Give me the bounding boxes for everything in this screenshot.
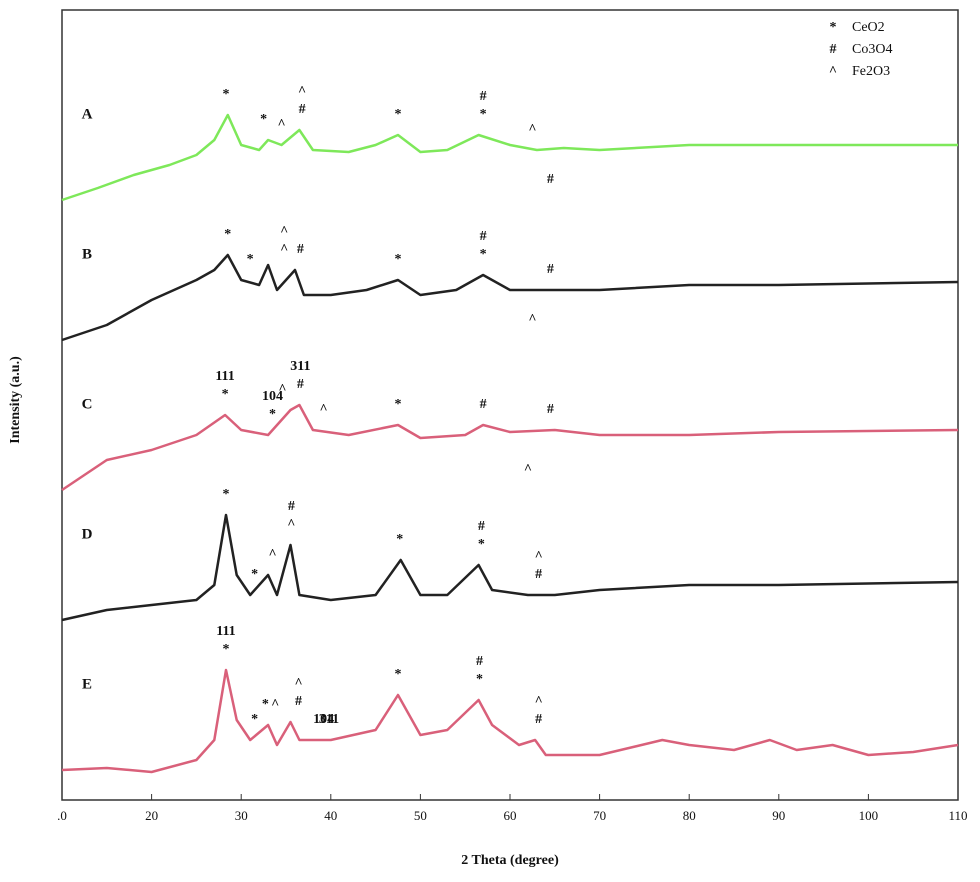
peak-marker: * bbox=[222, 642, 229, 657]
peak-marker: 104 bbox=[313, 712, 334, 727]
peak-marker: # bbox=[547, 262, 554, 277]
peak-marker: # bbox=[480, 397, 487, 412]
peak-marker: ^ bbox=[280, 242, 288, 257]
legend-label: Fe2O3 bbox=[852, 64, 890, 79]
peak-marker: * bbox=[476, 672, 483, 687]
peak-marker: 111 bbox=[215, 369, 234, 384]
peak-marker: # bbox=[547, 402, 554, 417]
xrd-curve bbox=[61, 403, 959, 492]
peak-marker: * bbox=[262, 697, 269, 712]
x-tick-label: 70 bbox=[593, 808, 606, 823]
peak-marker: 111 bbox=[216, 624, 235, 639]
peak-marker: ^ bbox=[271, 697, 279, 712]
legend-symbol: ^ bbox=[829, 64, 837, 79]
peak-marker: * bbox=[269, 407, 276, 422]
legend-symbol: * bbox=[830, 20, 837, 35]
peak-marker: ^ bbox=[298, 84, 306, 99]
peak-marker: * bbox=[224, 227, 231, 242]
xrd-curve bbox=[61, 513, 959, 622]
plot-frame bbox=[61, 9, 959, 801]
peak-marker: * bbox=[396, 532, 403, 547]
series-label: D bbox=[82, 526, 93, 542]
peak-marker: 311 bbox=[319, 712, 339, 727]
x-tick-label: 20 bbox=[145, 808, 158, 823]
series-label: E bbox=[82, 676, 92, 692]
peak-marker: ^ bbox=[535, 694, 543, 709]
peak-marker: * bbox=[395, 667, 402, 682]
peak-marker: ^ bbox=[524, 462, 532, 477]
peak-marker: ^ bbox=[294, 676, 302, 691]
peak-marker: ^ bbox=[287, 517, 295, 532]
x-tick-label: 50 bbox=[414, 808, 427, 823]
peak-marker: * bbox=[222, 87, 229, 102]
x-tick-label: 90 bbox=[772, 808, 785, 823]
peak-marker: # bbox=[547, 172, 554, 187]
peak-marker: ^ bbox=[528, 312, 536, 327]
peak-marker: * bbox=[260, 112, 267, 127]
series-label: A bbox=[82, 106, 93, 122]
x-axis-label: 2 Theta (degree) bbox=[461, 853, 559, 868]
peak-marker: 311 bbox=[290, 359, 310, 374]
peak-marker: * bbox=[251, 712, 258, 727]
legend-label: Co3O4 bbox=[852, 42, 892, 57]
peak-marker: # bbox=[480, 229, 487, 244]
series-label: B bbox=[82, 246, 92, 262]
peak-marker: * bbox=[395, 397, 402, 412]
peak-marker: # bbox=[476, 654, 483, 669]
peak-marker: # bbox=[295, 694, 302, 709]
peak-marker: ^ bbox=[268, 547, 276, 562]
peak-marker: # bbox=[297, 377, 304, 392]
peak-marker: * bbox=[395, 107, 402, 122]
peak-marker: # bbox=[480, 89, 487, 104]
x-tick-label: 80 bbox=[683, 808, 696, 823]
peak-marker: # bbox=[297, 242, 304, 257]
peak-marker: # bbox=[535, 712, 542, 727]
peak-marker: * bbox=[247, 252, 254, 267]
xrd-curve bbox=[61, 113, 958, 202]
peak-marker: * bbox=[480, 107, 487, 122]
x-tick-label: .0 bbox=[57, 808, 67, 823]
x-tick-label: 110 bbox=[948, 808, 967, 823]
peak-marker: * bbox=[222, 387, 229, 402]
peak-marker: ^ bbox=[278, 382, 286, 397]
y-axis-label: Intensity (a.u.) bbox=[8, 356, 23, 444]
peak-marker: ^ bbox=[280, 224, 288, 239]
legend-label: CeO2 bbox=[852, 20, 885, 35]
x-tick-label: 60 bbox=[504, 808, 517, 823]
x-tick-label: 30 bbox=[235, 808, 248, 823]
peak-marker: 104 bbox=[262, 389, 283, 404]
peak-marker: # bbox=[478, 519, 485, 534]
peak-marker: # bbox=[299, 102, 306, 117]
xrd-curve bbox=[61, 253, 959, 342]
peak-marker: ^ bbox=[320, 402, 328, 417]
peak-marker: ^ bbox=[535, 549, 543, 564]
peak-marker: # bbox=[535, 567, 542, 582]
legend-symbol: # bbox=[830, 42, 837, 57]
xrd-curve bbox=[61, 668, 959, 774]
peak-marker: # bbox=[288, 499, 295, 514]
x-tick-label: 100 bbox=[859, 808, 879, 823]
peak-marker: ^ bbox=[528, 122, 536, 137]
peak-marker: * bbox=[251, 567, 258, 582]
peak-marker: * bbox=[395, 252, 402, 267]
series-label: C bbox=[82, 396, 93, 412]
peak-marker: * bbox=[478, 537, 485, 552]
peak-marker: * bbox=[222, 487, 229, 502]
x-tick-label: 40 bbox=[324, 808, 337, 823]
peak-marker: ^ bbox=[277, 117, 285, 132]
peak-marker: * bbox=[480, 247, 487, 262]
